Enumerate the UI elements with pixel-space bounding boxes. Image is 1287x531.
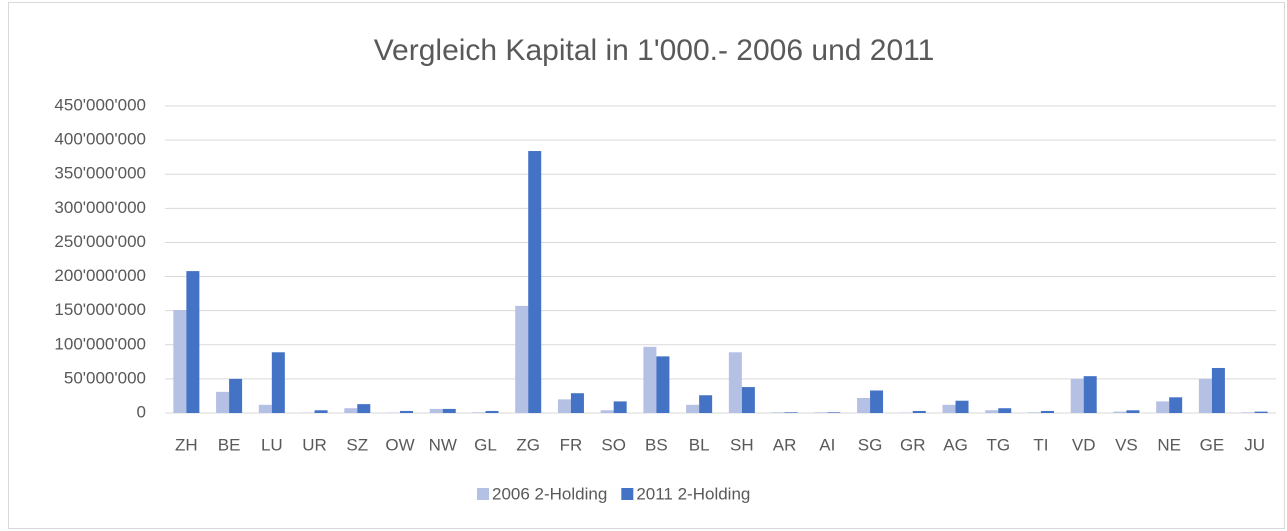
chart-frame [8,2,1285,529]
bar [1198,378,1212,413]
x-tick-label: TG [986,435,1010,454]
bar [1254,411,1268,413]
x-tick-label: ZG [516,435,540,454]
bar [229,378,243,413]
bar [1040,410,1054,413]
bar [1070,378,1084,413]
bar [912,410,926,413]
legend-swatch [477,488,489,500]
bar [955,400,969,413]
y-tick-label: 250'000'000 [54,232,146,251]
bar [570,393,584,413]
x-tick-label: LU [261,435,283,454]
bar [528,151,542,413]
bar [985,410,999,413]
x-tick-label: AI [819,435,835,454]
x-tick-label: NW [429,435,457,454]
bar [1083,376,1097,413]
legend-label: 2006 2-Holding [492,484,607,503]
x-tick-label: AG [943,435,968,454]
x-tick-label: TI [1033,435,1048,454]
bar [1126,410,1140,413]
x-tick-label: NE [1157,435,1181,454]
chart-title: Vergleich Kapital in 1'000.- 2006 und 20… [374,34,935,67]
bar [557,399,571,413]
bar [686,404,700,413]
x-tick-label: AR [773,435,797,454]
y-tick-label: 350'000'000 [54,164,146,183]
bar [699,395,713,413]
x-tick-label: VS [1115,435,1138,454]
bar [1241,412,1255,413]
bar [600,410,614,413]
bar [400,410,414,413]
bar [870,390,884,413]
x-tick-label: SZ [346,435,368,454]
x-tick-label: UR [302,435,327,454]
bar [173,309,187,413]
legend-label: 2011 2-Holding [636,484,750,503]
bar [741,387,755,413]
x-tick-label: GR [900,435,926,454]
x-tick-label: SG [858,435,883,454]
x-tick-label: VD [1072,435,1096,454]
y-tick-label: 50'000'000 [64,368,146,387]
bar [258,404,272,413]
x-tick-label: GL [474,435,497,454]
bar [216,391,230,413]
x-tick-label: BE [218,435,241,454]
bar [485,410,499,413]
bar [771,412,785,413]
x-tick-label: JU [1244,435,1265,454]
bar [515,305,529,413]
bar [314,410,328,413]
x-tick-label: OW [385,435,414,454]
x-tick-label: BL [689,435,710,454]
bar [186,271,200,413]
bar [827,412,841,413]
bar [656,356,670,413]
x-tick-label: GE [1200,435,1225,454]
x-tick-label: BS [645,435,668,454]
y-tick-label: 400'000'000 [54,130,146,149]
bar [728,352,742,413]
x-tick-label: ZH [175,435,198,454]
bar [429,408,443,413]
x-tick-label: SH [730,435,754,454]
bar [998,408,1012,413]
y-tick-label: 0 [137,402,146,421]
bar [1169,397,1183,413]
x-tick-label: SO [601,435,626,454]
bar [942,404,956,413]
y-tick-label: 300'000'000 [54,198,146,217]
y-tick-label: 200'000'000 [54,266,146,285]
y-tick-label: 450'000'000 [54,95,146,114]
bar [814,412,828,413]
bar [1113,411,1127,413]
bar [643,346,657,413]
bar [857,397,871,413]
x-tick-label: FR [560,435,583,454]
bar [613,401,627,413]
bar [344,408,358,413]
bar [1027,412,1041,413]
bar [357,404,371,413]
bar [1156,401,1170,413]
bar [442,408,456,413]
bar [1211,367,1225,413]
legend-swatch [621,488,634,500]
bar [784,412,798,413]
bar [472,412,486,413]
y-tick-label: 150'000'000 [54,300,146,319]
bar [271,352,285,413]
y-tick-label: 100'000'000 [54,334,146,353]
